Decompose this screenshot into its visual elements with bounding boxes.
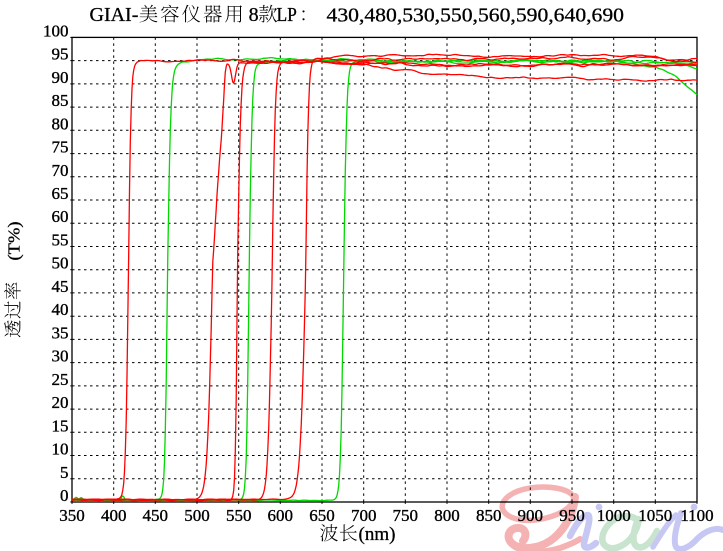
svg-text:30: 30 <box>52 347 69 366</box>
svg-text:800: 800 <box>434 506 460 525</box>
svg-text:350: 350 <box>59 506 85 525</box>
svg-text:35: 35 <box>52 323 69 342</box>
svg-text:85: 85 <box>52 91 69 110</box>
svg-text:90: 90 <box>52 68 69 87</box>
svg-text:GIAI-: GIAI- <box>90 4 139 26</box>
svg-text:550: 550 <box>226 506 252 525</box>
svg-text:1050: 1050 <box>638 506 672 525</box>
svg-text:25: 25 <box>52 370 69 389</box>
svg-text:20: 20 <box>52 393 69 412</box>
svg-text:5: 5 <box>60 463 69 482</box>
svg-text:95: 95 <box>52 45 69 64</box>
svg-text:10: 10 <box>52 440 69 459</box>
svg-text:430,480,530,550,560,590,640,69: 430,480,530,550,560,590,640,690 <box>327 5 625 27</box>
svg-text:50: 50 <box>52 254 69 273</box>
svg-text:55: 55 <box>52 231 69 250</box>
svg-text:70: 70 <box>52 161 69 180</box>
svg-text:400: 400 <box>101 506 127 525</box>
svg-text:8: 8 <box>249 4 259 26</box>
svg-text:80: 80 <box>52 114 69 133</box>
svg-text:(T%): (T%) <box>5 222 24 261</box>
svg-text:40: 40 <box>52 300 69 319</box>
svg-text:60: 60 <box>52 207 69 226</box>
svg-text:750: 750 <box>393 506 419 525</box>
svg-text:900: 900 <box>518 506 544 525</box>
svg-text:45: 45 <box>52 277 69 296</box>
svg-text:1000: 1000 <box>597 506 631 525</box>
svg-text:850: 850 <box>476 506 502 525</box>
svg-text:75: 75 <box>52 138 69 157</box>
svg-text:650: 650 <box>309 506 335 525</box>
svg-text:LP: LP <box>277 4 297 26</box>
svg-text:100: 100 <box>43 21 69 40</box>
svg-text:950: 950 <box>559 506 585 525</box>
svg-text:65: 65 <box>52 184 69 203</box>
svg-text:15: 15 <box>52 416 69 435</box>
svg-text:500: 500 <box>184 506 210 525</box>
svg-text:700: 700 <box>351 506 377 525</box>
svg-text:600: 600 <box>268 506 294 525</box>
svg-text:450: 450 <box>143 506 169 525</box>
svg-text:(nm): (nm) <box>359 524 396 545</box>
svg-text:1100: 1100 <box>680 506 713 525</box>
svg-text:0: 0 <box>60 486 69 505</box>
